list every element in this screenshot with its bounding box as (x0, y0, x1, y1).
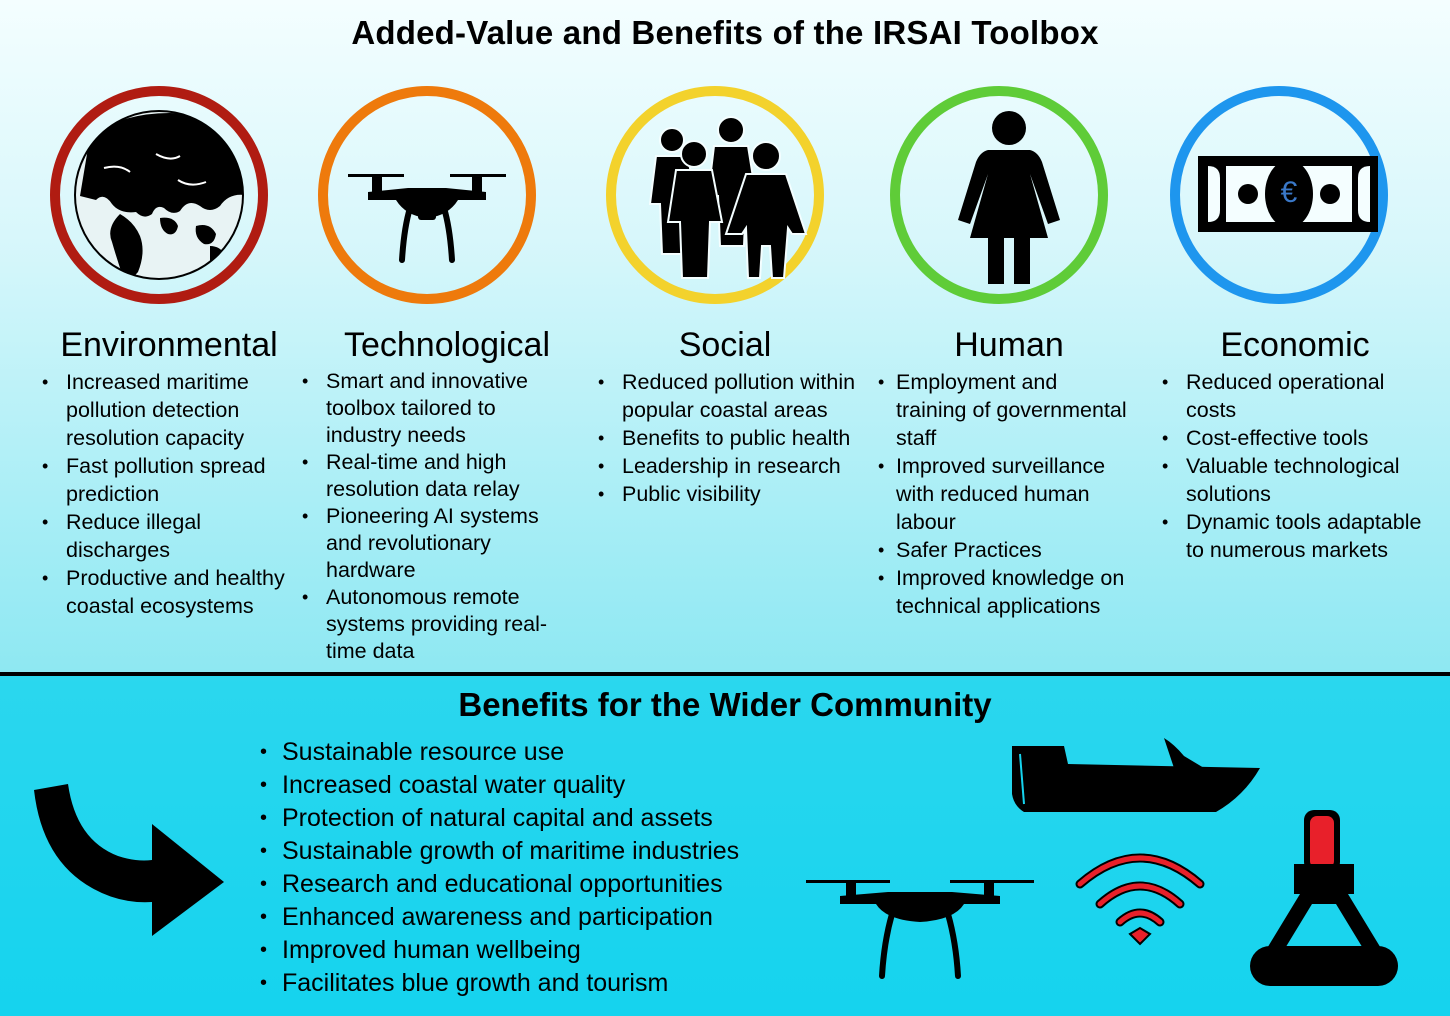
list-item: Improved knowledge on technical applicat… (876, 564, 1132, 620)
heading-social: Social (678, 326, 772, 364)
list-item: Research and educational opportunities (258, 868, 739, 901)
list-item: Benefits to public health (596, 424, 858, 452)
heading-economic: Economic (1220, 326, 1370, 364)
list-item: Smart and innovative toolbox tailored to… (300, 368, 562, 449)
environmental-list: Increased maritime pollution detection r… (40, 368, 290, 620)
banknote-icon (1198, 156, 1378, 232)
heading-technological: Technological (343, 326, 551, 364)
list-item: Improved surveillance with reduced human… (876, 452, 1132, 536)
social-circle (606, 86, 824, 304)
economic-list: Reduced operational costs Cost-effective… (1160, 368, 1436, 564)
drone-icon (348, 174, 506, 263)
list-item: Leadership in research (596, 452, 858, 480)
heading-human: Human (954, 326, 1064, 364)
economic-circle: € (1170, 86, 1388, 304)
list-item: Productive and healthy coastal ecosystem… (40, 564, 290, 620)
list-item: Sustainable growth of maritime industrie… (258, 835, 739, 868)
list-item: Autonomous remote systems providing real… (300, 584, 562, 665)
list-item: Cost-effective tools (1160, 424, 1436, 452)
list-item: Valuable technological solutions (1160, 452, 1436, 508)
people-group-icon (648, 116, 808, 279)
list-item: Sustainable resource use (258, 736, 739, 769)
drone-icon (806, 880, 1034, 979)
list-item: Safer Practices (876, 536, 1132, 564)
heading-environmental: Environmental (60, 326, 278, 364)
list-item: Improved human wellbeing (258, 934, 739, 967)
technological-circle (318, 86, 536, 304)
section-divider (0, 672, 1450, 676)
list-item: Reduced operational costs (1160, 368, 1436, 424)
boat-icon (1012, 738, 1260, 812)
list-item: Reduce illegal discharges (40, 508, 290, 564)
list-item: Pioneering AI systems and revolutionary … (300, 503, 562, 584)
list-item: Fast pollution spread prediction (40, 452, 290, 508)
wider-community-list: Sustainable resource use Increased coast… (258, 736, 739, 1000)
list-item: Real-time and high resolution data relay (300, 449, 562, 503)
globe-icon (74, 110, 244, 280)
list-item: Facilitates blue growth and tourism (258, 967, 739, 1000)
technological-list: Smart and innovative toolbox tailored to… (300, 368, 562, 665)
list-item: Public visibility (596, 480, 858, 508)
page-title: Added-Value and Benefits of the IRSAI To… (351, 14, 1099, 51)
euro-symbol: € (1280, 176, 1298, 209)
buoy-icon (1250, 810, 1398, 986)
human-list: Employment and training of governmental … (876, 368, 1132, 620)
social-list: Reduced pollution within popular coastal… (596, 368, 858, 508)
list-item: Employment and training of governmental … (876, 368, 1132, 452)
list-item: Reduced pollution within popular coastal… (596, 368, 858, 424)
curved-arrow-icon (34, 784, 224, 936)
list-item: Increased maritime pollution detection r… (40, 368, 290, 452)
human-circle (890, 86, 1108, 304)
wider-community-title: Benefits for the Wider Community (458, 686, 992, 723)
environmental-circle (50, 86, 268, 304)
wifi-signal-icon (1075, 853, 1205, 946)
list-item: Protection of natural capital and assets (258, 802, 739, 835)
person-icon (958, 111, 1060, 284)
list-item: Dynamic tools adaptable to numerous mark… (1160, 508, 1436, 564)
list-item: Enhanced awareness and participation (258, 901, 739, 934)
list-item: Increased coastal water quality (258, 769, 739, 802)
